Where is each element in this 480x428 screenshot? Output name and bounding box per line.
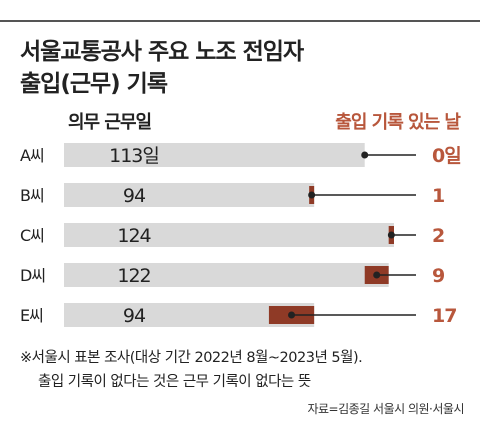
leader-dot (387, 231, 395, 239)
category-label: A씨 (20, 146, 44, 165)
required-days-value: 124 (117, 225, 151, 247)
required-days-value: 113일 (109, 145, 159, 167)
required-days-bar (64, 183, 315, 207)
column-header-recorded-days: 출입 기록 있는 날 (335, 112, 461, 133)
recorded-days-value: 1 (432, 185, 444, 207)
chart-title: 서울교통공사 주요 노조 전임자 (20, 39, 304, 65)
required-days-value: 94 (123, 305, 146, 327)
leader-dot (361, 151, 369, 159)
column-header-required-days: 의무 근무일 (68, 112, 152, 133)
source-credit: 자료=김종길 서울시 의원·서울시 (307, 402, 464, 416)
footnote-line1: ※서울시 표본 조사(대상 기간 2022년 8월~2023년 5월). (20, 350, 363, 366)
required-days-value: 122 (117, 265, 150, 287)
required-days-value: 94 (123, 185, 146, 207)
leader-dot (373, 271, 381, 279)
chart-title-line2: 출입(근무) 기록 (20, 71, 168, 97)
recorded-days-value: 0일 (432, 145, 461, 167)
category-label: D씨 (20, 266, 45, 285)
leader-dot (308, 191, 316, 199)
recorded-days-value: 2 (432, 225, 444, 247)
required-days-bar (64, 143, 365, 167)
required-days-bar (64, 263, 389, 287)
category-label: C씨 (20, 226, 44, 245)
recorded-days-value: 9 (432, 265, 444, 287)
recorded-days-value: 17 (432, 305, 456, 327)
category-label: B씨 (20, 186, 44, 205)
footnote-line2: 출입 기록이 없다는 것은 근무 기록이 없다는 뜻 (38, 374, 311, 390)
leader-dot (288, 311, 296, 319)
category-label: E씨 (20, 306, 43, 325)
required-days-bar (64, 223, 394, 247)
top-rule (0, 20, 480, 22)
